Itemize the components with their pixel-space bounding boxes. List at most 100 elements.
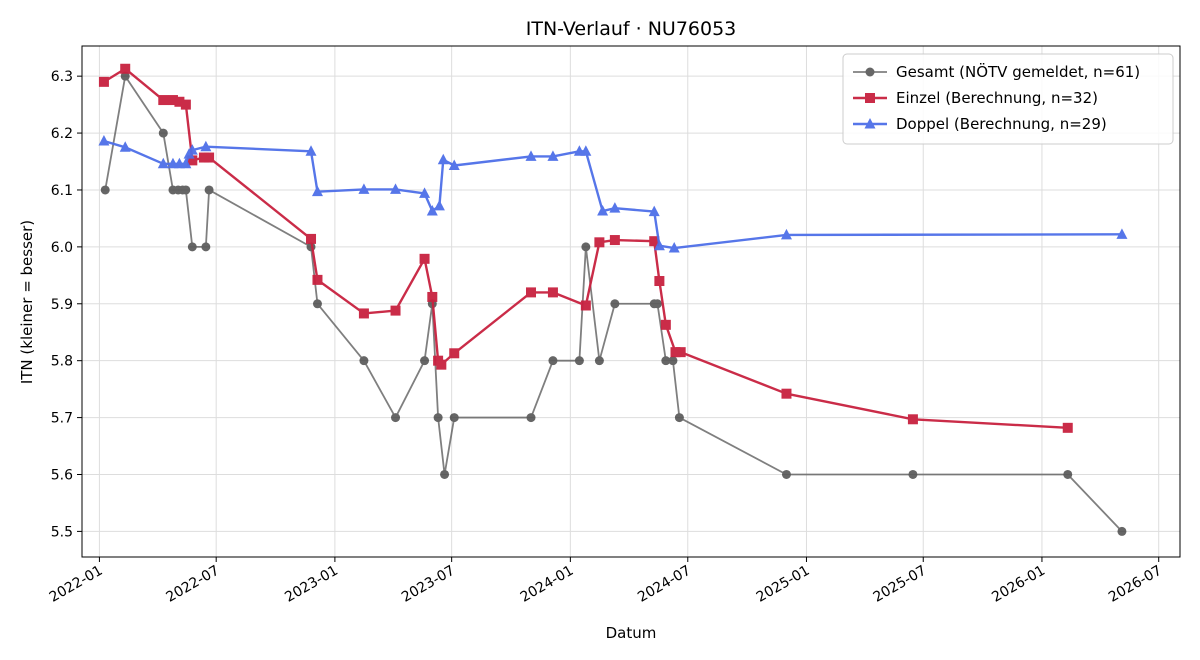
data-point	[660, 319, 671, 330]
data-point	[448, 159, 460, 170]
data-point	[305, 145, 317, 156]
series-square	[98, 63, 1073, 433]
data-point	[186, 144, 198, 155]
data-point	[781, 469, 791, 479]
data-point	[674, 413, 684, 423]
x-tick-label: 2022-01	[47, 563, 106, 606]
data-point	[391, 413, 401, 423]
data-point	[668, 356, 678, 366]
y-tick-label: 5.5	[51, 524, 73, 540]
x-axis-label: Datum	[606, 624, 657, 642]
data-point	[419, 187, 431, 198]
data-point	[358, 183, 370, 194]
data-point	[437, 153, 449, 165]
chart-title: ITN-Verlauf · NU76053	[526, 18, 737, 40]
y-tick-label: 5.8	[51, 354, 73, 370]
data-point	[580, 300, 591, 311]
data-point	[597, 205, 609, 216]
data-point	[433, 413, 443, 423]
x-tick-label: 2022-07	[164, 563, 223, 606]
data-point	[306, 233, 317, 244]
y-tick-label: 6.1	[51, 183, 73, 199]
data-point	[420, 356, 430, 366]
series-circle	[100, 71, 1127, 536]
data-point	[1062, 422, 1073, 433]
data-point	[359, 356, 369, 366]
data-point	[670, 347, 681, 358]
data-point	[580, 145, 592, 156]
data-point	[98, 76, 109, 87]
data-point	[649, 236, 660, 247]
data-point	[1063, 469, 1073, 479]
legend-entry	[853, 118, 887, 129]
data-point	[526, 413, 536, 423]
data-point	[187, 242, 197, 252]
x-axis: 2022-01 2022-07 2023-01 2023-07 2024-01 2024-…	[47, 557, 1165, 606]
data-point	[120, 63, 131, 74]
data-point	[419, 253, 430, 264]
data-point	[781, 388, 792, 399]
data-point	[187, 155, 198, 166]
y-tick-label: 5.7	[51, 411, 73, 427]
data-point	[200, 140, 212, 152]
data-point	[525, 150, 537, 161]
data-point	[100, 185, 110, 195]
data-point	[661, 356, 671, 366]
data-point	[120, 71, 130, 81]
data-point	[180, 99, 191, 110]
data-point	[594, 237, 605, 248]
data-point	[158, 128, 168, 138]
data-point	[648, 205, 660, 217]
grid-lines	[82, 46, 1180, 557]
data-point	[167, 95, 178, 106]
data-point	[157, 157, 169, 169]
x-tick-label: 2023-07	[399, 563, 458, 606]
x-tick-label: 2023-01	[282, 563, 341, 606]
data-point	[312, 274, 323, 285]
data-point	[675, 347, 686, 358]
data-point	[780, 228, 792, 240]
data-point	[98, 135, 110, 146]
y-axis-label: ITN (kleiner = besser)	[18, 220, 36, 384]
legend-label: Gesamt (NÖTV gemeldet, n=61)	[896, 62, 1140, 81]
legend-entry	[853, 67, 887, 77]
plot-frame	[81, 45, 1181, 558]
data-point	[449, 348, 460, 359]
legend: Gesamt (NÖTV gemeldet, n=61) Einzel (Bere…	[842, 53, 1174, 145]
data-point	[390, 305, 401, 316]
data-point	[574, 356, 584, 366]
data-point	[427, 291, 438, 302]
data-point	[609, 235, 620, 246]
x-tick-label: 2025-01	[754, 563, 813, 606]
x-tick-label: 2024-07	[635, 563, 694, 606]
legend-label: Einzel (Berechnung, n=32)	[896, 89, 1098, 107]
data-point	[204, 185, 214, 195]
data-point	[198, 152, 209, 163]
y-tick-label: 5.6	[51, 467, 73, 483]
data-point	[1117, 526, 1127, 536]
data-point	[358, 308, 369, 319]
data-point	[653, 239, 665, 251]
data-point	[201, 242, 211, 252]
legend-box	[842, 53, 1174, 145]
data-point	[436, 359, 447, 370]
data-point	[652, 299, 662, 309]
legend-marker	[864, 118, 876, 129]
data-point	[433, 199, 445, 211]
legend-label: Doppel (Berechnung, n=29)	[896, 115, 1107, 133]
data-point	[908, 469, 918, 479]
x-tick-label: 2026-01	[989, 563, 1048, 606]
data-point	[610, 299, 620, 309]
x-tick-label: 2026-07	[1106, 563, 1165, 606]
series-layer	[98, 63, 1128, 536]
legend-entry	[853, 93, 887, 103]
y-tick-label: 5.9	[51, 297, 73, 313]
data-point	[548, 356, 558, 366]
data-point	[119, 141, 131, 152]
data-point	[609, 202, 621, 213]
data-point	[907, 414, 918, 425]
data-point	[526, 287, 537, 298]
y-axis: 5.5 5.6 5.7 5.8 5.9 6.0 6.1 6.2 6.3	[51, 69, 82, 540]
y-tick-label: 6.2	[51, 126, 73, 142]
data-point	[390, 183, 402, 194]
